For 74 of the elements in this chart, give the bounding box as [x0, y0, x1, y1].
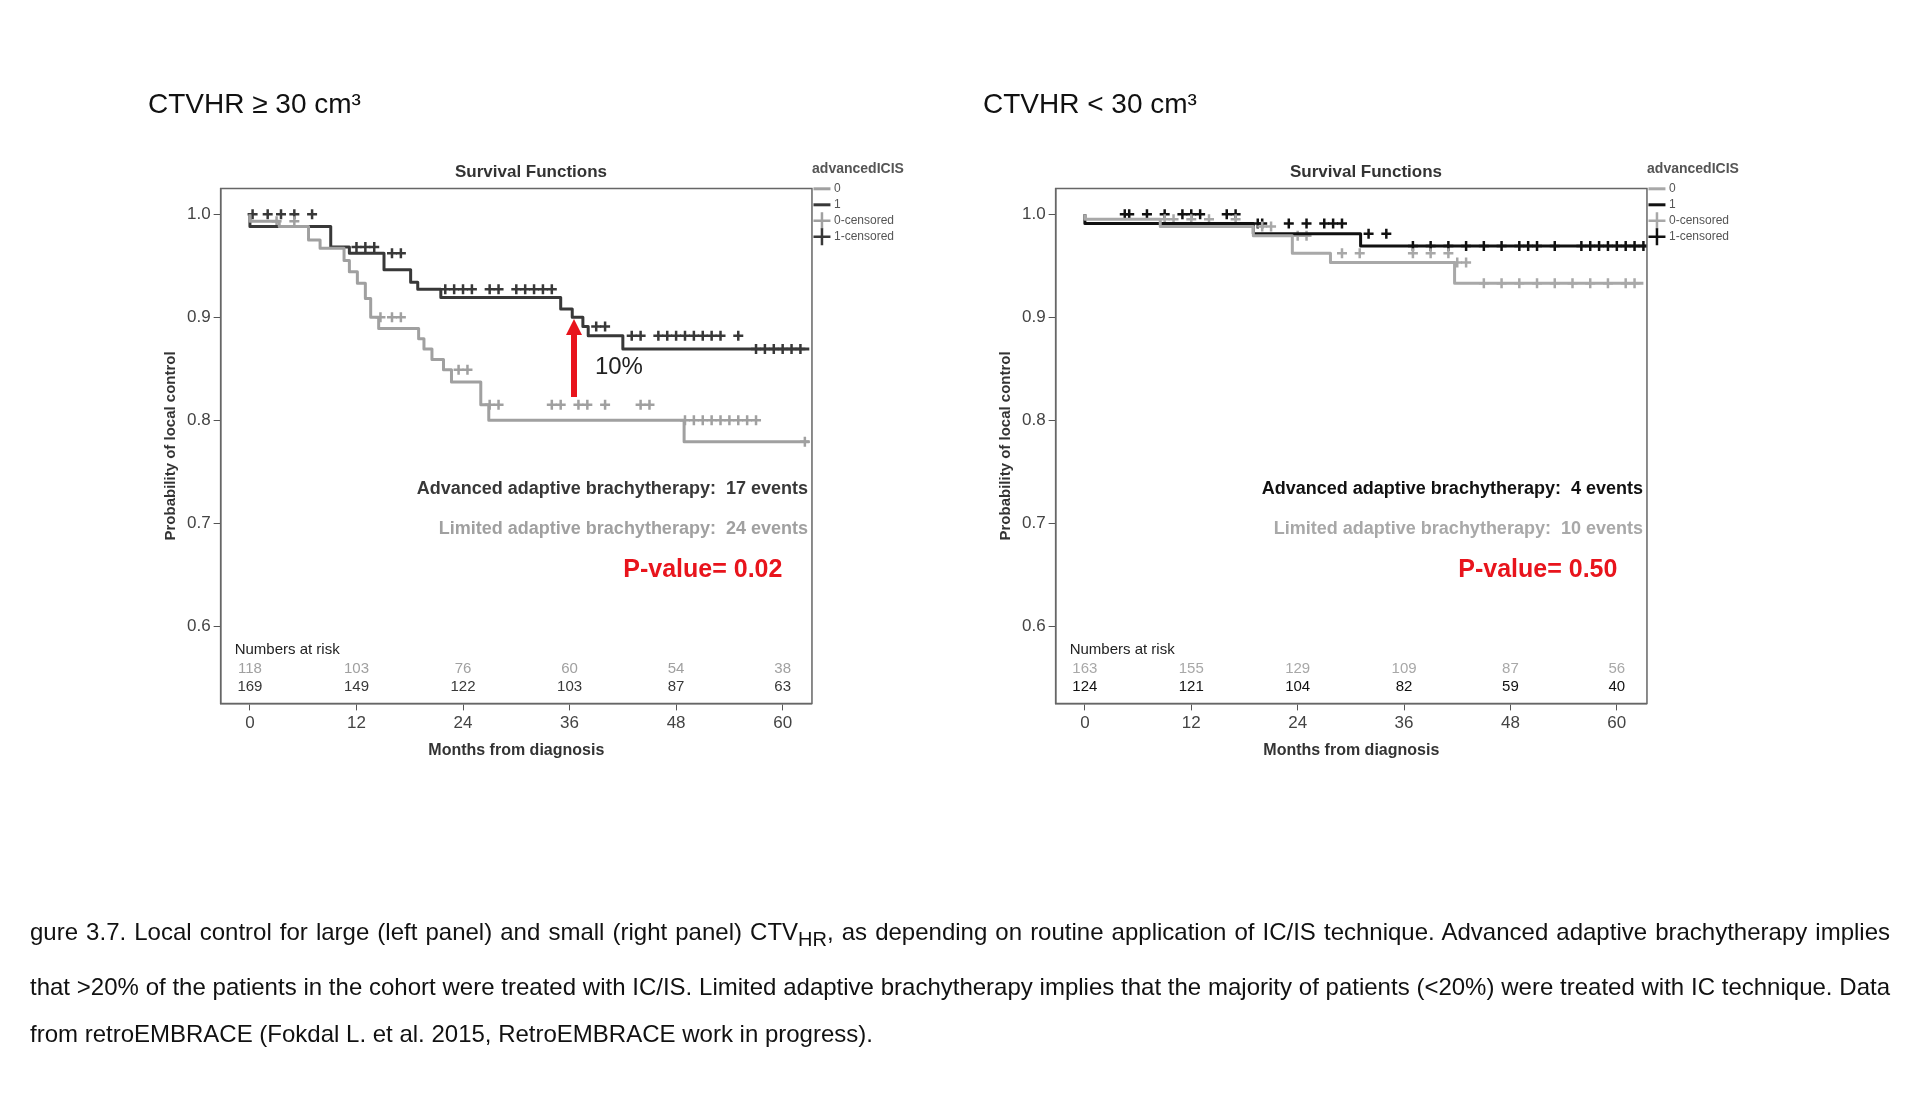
- legend-label: 0: [833, 181, 841, 196]
- annotation: Numbers at risk: [234, 640, 341, 658]
- x-tick-label: 36: [1394, 713, 1414, 733]
- legend-label: 1: [1668, 197, 1676, 212]
- annotation: 124: [1072, 677, 1098, 695]
- annotation: 122: [450, 677, 476, 695]
- annotation: 103: [343, 658, 369, 676]
- x-tick-label: 48: [666, 713, 686, 733]
- annotation: 82: [1395, 677, 1413, 695]
- legend-title: advancedICIS: [812, 159, 904, 176]
- y-tick-label: 0.9: [1021, 306, 1046, 326]
- annotation: 38: [774, 658, 792, 676]
- y-tick-label: 0.8: [1021, 409, 1046, 429]
- annotation: 155: [1178, 658, 1204, 676]
- annotation: 163: [1072, 658, 1098, 676]
- chart-subtitle: Survival Functions: [1289, 161, 1443, 181]
- x-tick-label: 12: [347, 713, 366, 733]
- y-tick-label: 0.9: [186, 306, 211, 326]
- y-tick-label: 0.6: [1021, 615, 1046, 635]
- legend-label: 1-censored: [1668, 229, 1730, 244]
- x-tick-label: 12: [1181, 713, 1201, 733]
- annotation: 63: [774, 677, 792, 695]
- x-tick-label: 0: [1080, 713, 1090, 733]
- y-tick-label: 1.0: [1021, 203, 1046, 223]
- annotation: 118: [237, 658, 262, 676]
- annotation: P-value= 0.02: [623, 553, 783, 582]
- annotation: 87: [1502, 658, 1519, 676]
- y-tick-label: 0.8: [186, 409, 211, 429]
- legend-label: 0-censored: [833, 213, 895, 228]
- legend-label: 0-censored: [1668, 213, 1730, 228]
- annotation: 103: [557, 677, 583, 695]
- annotation: 54: [667, 658, 685, 676]
- chart-subtitle: Survival Functions: [454, 161, 608, 181]
- annotation: 59: [1502, 677, 1519, 695]
- annotation: Advanced adaptive brachytherapy: 17 events: [416, 477, 808, 498]
- legend-label: 1: [833, 197, 841, 212]
- annotation: 169: [237, 677, 263, 695]
- x-axis-title: Months from diagnosis: [1263, 740, 1440, 758]
- chart-title: CTVHR ≥ 30 cm³: [148, 88, 362, 121]
- legend-title: advancedICIS: [1647, 159, 1739, 176]
- annotation: Limited adaptive brachytherapy: 24 events: [438, 518, 808, 539]
- annotation: 121: [1178, 677, 1204, 695]
- y-tick-label: 0.6: [186, 615, 211, 635]
- x-tick-label: 0: [245, 713, 255, 733]
- text: gure 3.7. Local control for large (left panel) and small (right panel) CTV$_{HR}$, as depending on routine application of IC/IS technique. Advanced adaptive brachytherapy implies that >20% of the patients in the cohort were treated with IC/IS. Limited adaptive brachytherapy implies that the majority of patients (<20%) were treated with IC technique. Data from retroEMBRACE (Fokdal L. et al. 2015, RetroEMBRACE work in progress).: [30, 917, 1890, 1049]
- annotation: 149: [343, 677, 369, 695]
- y-axis-title: Probability of local control: [161, 351, 179, 541]
- annotation: 56: [1608, 658, 1626, 676]
- x-axis-title: Months from diagnosis: [428, 740, 605, 758]
- x-tick-label: 24: [1288, 713, 1308, 733]
- y-tick-label: 0.7: [186, 512, 211, 532]
- annotation: 109: [1391, 658, 1417, 676]
- y-tick-label: 0.7: [1021, 512, 1046, 532]
- y-axis-title: Probability of local control: [996, 351, 1014, 541]
- annotation: P-value= 0.50: [1458, 553, 1618, 582]
- annotation: 60: [561, 658, 578, 676]
- annotation: Advanced adaptive brachytherapy: 4 events: [1261, 477, 1643, 498]
- y-tick-label: 1.0: [186, 203, 211, 223]
- annotation: 40: [1608, 677, 1626, 695]
- x-tick-label: 36: [560, 713, 580, 733]
- legend-label: 1-censored: [833, 229, 895, 244]
- annotation: Numbers at risk: [1069, 640, 1176, 658]
- x-tick-label: 60: [1607, 713, 1627, 733]
- annotation: 87: [667, 677, 685, 695]
- x-tick-label: 24: [453, 713, 473, 733]
- annotation: Limited adaptive brachytherapy: 10 events: [1273, 518, 1643, 539]
- annotation: 10%: [594, 351, 643, 379]
- annotation: 76: [454, 658, 472, 676]
- x-tick-label: 48: [1500, 713, 1520, 733]
- annotation: 129: [1285, 658, 1311, 676]
- legend-label: 0: [1668, 181, 1676, 196]
- annotation: 104: [1285, 677, 1311, 695]
- chart-title: CTVHR < 30 cm³: [983, 88, 1198, 121]
- x-tick-label: 60: [773, 713, 793, 733]
